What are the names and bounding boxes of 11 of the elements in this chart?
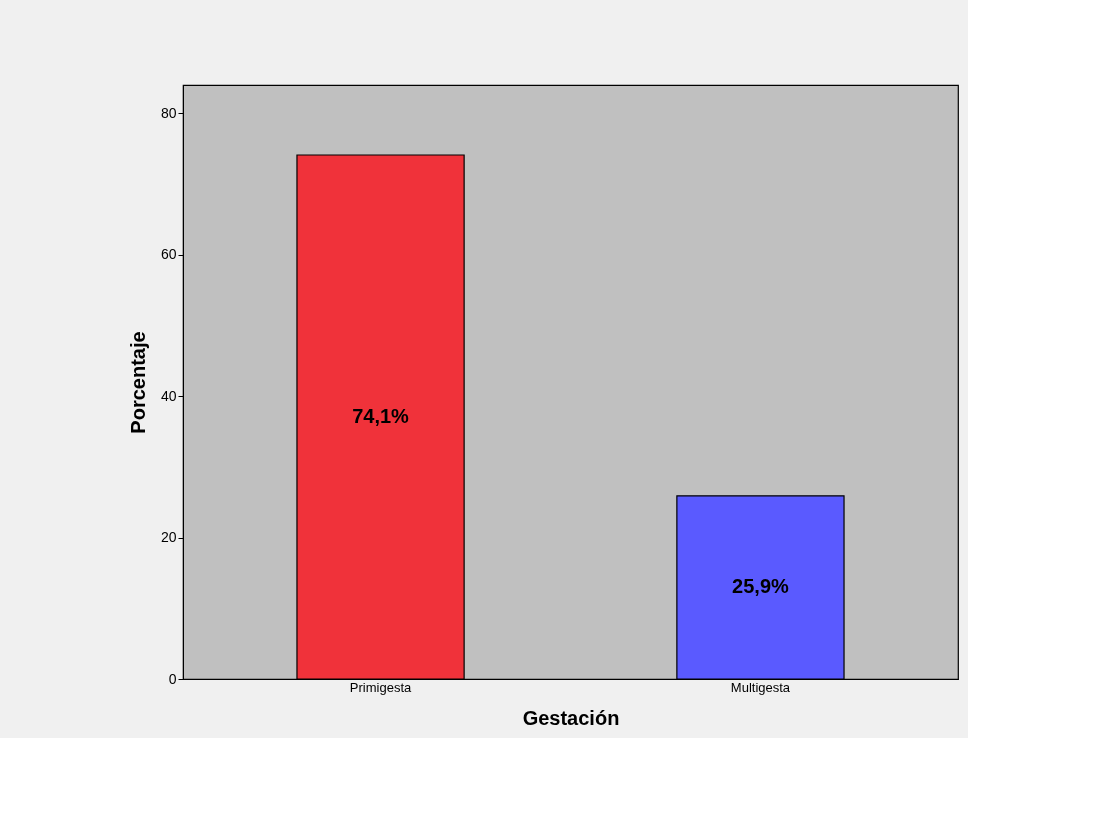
x-axis-title: Gestación — [522, 706, 620, 729]
y-tick-label: 80 — [160, 104, 177, 121]
y-tick-label: 60 — [160, 246, 177, 263]
y-tick-label: 40 — [160, 387, 177, 404]
x-tick-label: Primigesta — [349, 679, 413, 695]
y-axis-title: Porcentaje — [126, 331, 149, 434]
y-tick-label: 20 — [160, 529, 177, 546]
data-label: 25,9% — [732, 575, 790, 598]
y-tick-label: 0 — [168, 670, 177, 687]
data-label: 74,1% — [352, 405, 410, 427]
x-tick-label: Multigesta — [730, 679, 791, 695]
